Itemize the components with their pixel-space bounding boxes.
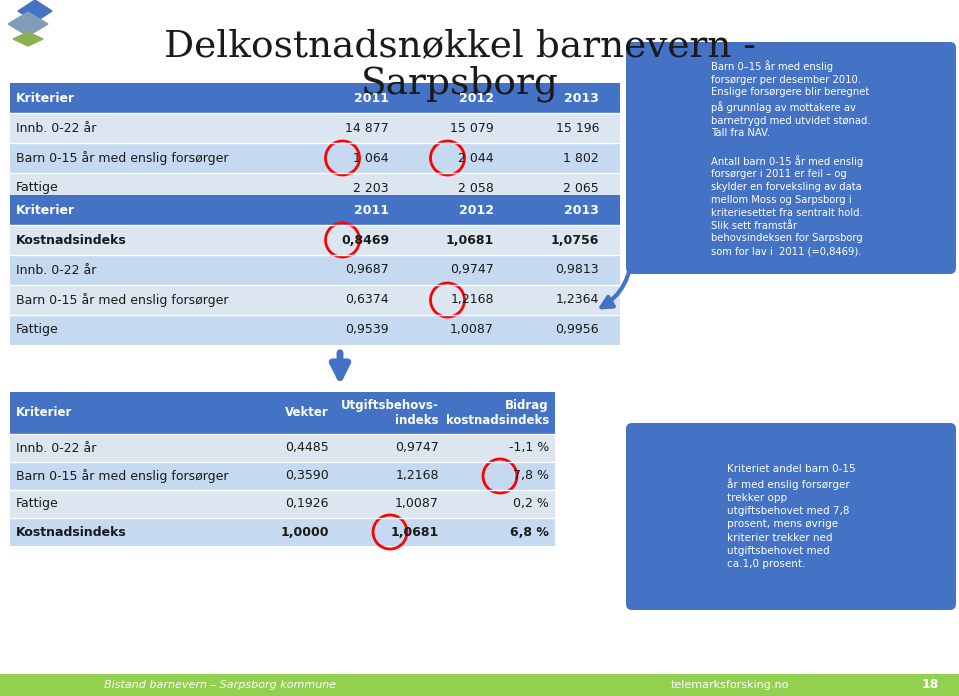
- Text: Barn 0–15 år med enslig
forsørger per desember 2010.
Enslige forsørgere blir ber: Barn 0–15 år med enslig forsørger per de…: [712, 60, 871, 256]
- FancyBboxPatch shape: [10, 143, 620, 173]
- Text: 0,9747: 0,9747: [395, 441, 439, 454]
- FancyBboxPatch shape: [10, 315, 620, 345]
- FancyBboxPatch shape: [10, 434, 555, 462]
- Text: 2012: 2012: [459, 203, 494, 216]
- Text: 2 058: 2 058: [458, 182, 494, 194]
- Text: Bistand barnevern – Sarpsborg kommune: Bistand barnevern – Sarpsborg kommune: [104, 680, 336, 690]
- Text: 2013: 2013: [564, 203, 599, 216]
- FancyBboxPatch shape: [10, 392, 555, 434]
- Text: Barn 0-15 år med enslig forsørger: Barn 0-15 år med enslig forsørger: [16, 151, 228, 165]
- Text: Innb. 0-22 år: Innb. 0-22 år: [16, 264, 96, 276]
- Text: 1,2168: 1,2168: [395, 470, 439, 482]
- Text: Kriterier: Kriterier: [16, 406, 72, 420]
- Text: 2 203: 2 203: [353, 182, 389, 194]
- Text: 1,0681: 1,0681: [390, 525, 439, 539]
- FancyBboxPatch shape: [10, 285, 620, 315]
- Text: Kriteriet andel barn 0-15
år med enslig forsørger
trekker opp
utgiftsbehovet med: Kriteriet andel barn 0-15 år med enslig …: [727, 464, 855, 569]
- Text: 0,9687: 0,9687: [345, 264, 389, 276]
- Text: 2012: 2012: [459, 91, 494, 104]
- FancyBboxPatch shape: [10, 518, 555, 546]
- Text: 14 877: 14 877: [345, 122, 389, 134]
- Text: Innb. 0-22 år: Innb. 0-22 år: [16, 441, 96, 454]
- Text: 0,9747: 0,9747: [450, 264, 494, 276]
- Text: 0,8469: 0,8469: [340, 233, 389, 246]
- Text: Kostnadsindeks: Kostnadsindeks: [16, 233, 127, 246]
- Text: 0,9539: 0,9539: [345, 324, 389, 336]
- Text: Barn 0-15 år med enslig forsørger: Barn 0-15 år med enslig forsørger: [16, 469, 228, 483]
- Text: 15 196: 15 196: [555, 122, 599, 134]
- Text: 1,0756: 1,0756: [550, 233, 599, 246]
- FancyBboxPatch shape: [0, 674, 959, 696]
- Text: 0,4485: 0,4485: [285, 441, 329, 454]
- Text: 0,9956: 0,9956: [555, 324, 599, 336]
- Text: Barn 0-15 år med enslig forsørger: Barn 0-15 år med enslig forsørger: [16, 293, 228, 307]
- Polygon shape: [18, 0, 52, 22]
- Text: Kriterier: Kriterier: [16, 203, 75, 216]
- Text: 1,0087: 1,0087: [450, 324, 494, 336]
- FancyBboxPatch shape: [626, 423, 956, 610]
- FancyBboxPatch shape: [10, 83, 620, 113]
- FancyBboxPatch shape: [10, 462, 555, 490]
- Polygon shape: [13, 32, 43, 46]
- Text: Fattige: Fattige: [16, 324, 58, 336]
- Text: Innb. 0-22 år: Innb. 0-22 år: [16, 122, 96, 134]
- Text: 0,3590: 0,3590: [285, 470, 329, 482]
- FancyBboxPatch shape: [10, 255, 620, 285]
- FancyBboxPatch shape: [626, 42, 956, 274]
- Text: Vekter: Vekter: [285, 406, 329, 420]
- FancyBboxPatch shape: [10, 225, 620, 255]
- Text: 7,8 %: 7,8 %: [513, 470, 549, 482]
- Text: 1,0087: 1,0087: [395, 498, 439, 510]
- Text: 2 065: 2 065: [563, 182, 599, 194]
- FancyBboxPatch shape: [10, 173, 620, 203]
- Text: Kriterier: Kriterier: [16, 91, 75, 104]
- Text: Fattige: Fattige: [16, 498, 58, 510]
- Text: Bidrag
kostnadsindeks: Bidrag kostnadsindeks: [446, 399, 549, 427]
- Text: 2 044: 2 044: [458, 152, 494, 164]
- Text: 0,2 %: 0,2 %: [513, 498, 549, 510]
- Text: 1,2168: 1,2168: [451, 294, 494, 306]
- FancyBboxPatch shape: [10, 113, 620, 143]
- FancyBboxPatch shape: [10, 490, 555, 518]
- Text: 1 064: 1 064: [353, 152, 389, 164]
- Text: 1,0681: 1,0681: [446, 233, 494, 246]
- Text: 1,0000: 1,0000: [280, 525, 329, 539]
- Text: 2011: 2011: [354, 91, 389, 104]
- Text: 1,2364: 1,2364: [555, 294, 599, 306]
- Text: 1 802: 1 802: [563, 152, 599, 164]
- Polygon shape: [8, 12, 48, 36]
- Text: Sarpsborg: Sarpsborg: [361, 65, 559, 102]
- Text: 15 079: 15 079: [450, 122, 494, 134]
- Text: 6,8 %: 6,8 %: [510, 525, 549, 539]
- Text: -1,1 %: -1,1 %: [509, 441, 549, 454]
- Text: Delkostnadsnøkkel barnevern -: Delkostnadsnøkkel barnevern -: [164, 28, 756, 64]
- Text: 0,1926: 0,1926: [286, 498, 329, 510]
- Text: 2011: 2011: [354, 203, 389, 216]
- Text: Kostnadsindeks: Kostnadsindeks: [16, 525, 127, 539]
- Text: 0,9813: 0,9813: [555, 264, 599, 276]
- Text: 2013: 2013: [564, 91, 599, 104]
- FancyBboxPatch shape: [10, 195, 620, 225]
- Text: telemarksforsking.no: telemarksforsking.no: [670, 680, 789, 690]
- Text: Fattige: Fattige: [16, 182, 58, 194]
- Text: 18: 18: [922, 679, 939, 692]
- Text: Utgiftsbehovs-
indeks: Utgiftsbehovs- indeks: [341, 399, 439, 427]
- Text: 0,6374: 0,6374: [345, 294, 389, 306]
